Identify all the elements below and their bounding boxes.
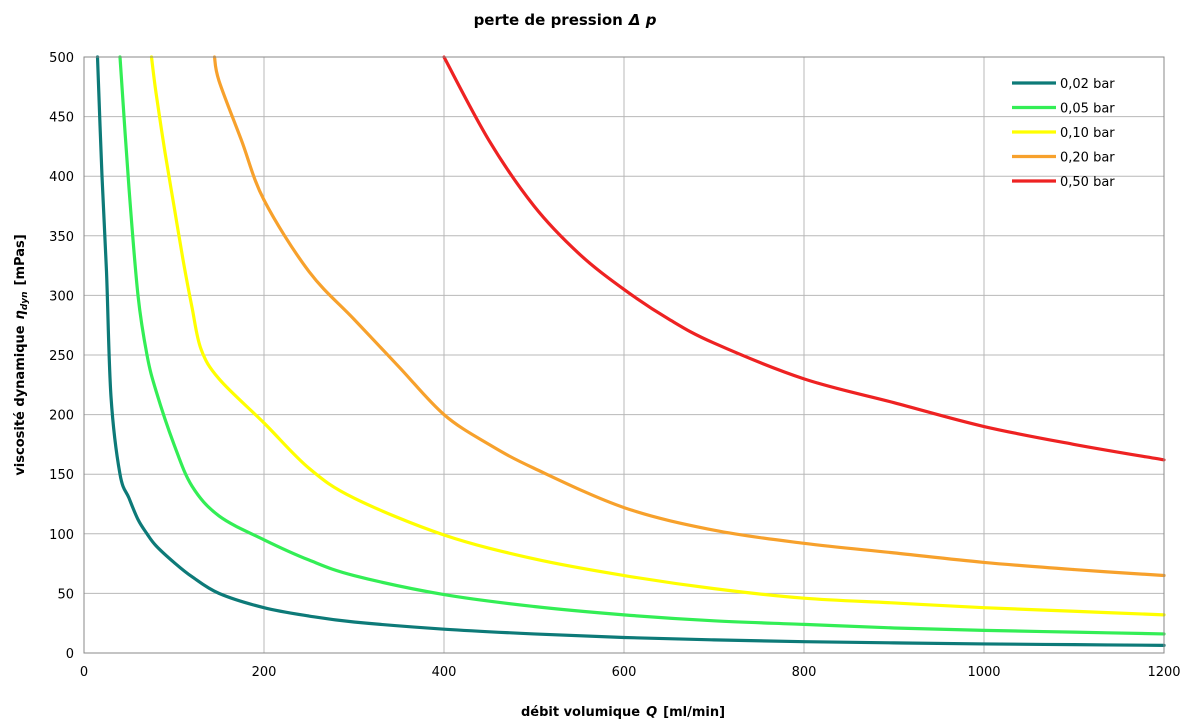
- x-axis-label-text: débit volumique: [521, 705, 640, 720]
- y-tick-label: 400: [49, 170, 74, 185]
- x-tick-label: 200: [252, 665, 277, 680]
- y-axis-label-text: viscosité dynamique: [13, 325, 28, 475]
- legend-label: 0,02 bar: [1060, 77, 1115, 92]
- y-tick-label: 450: [49, 111, 74, 126]
- series-line: [95, 55, 1166, 647]
- series-line: [149, 55, 1166, 617]
- x-axis-ticks: 0 200 400 600 800 1000 1200: [80, 665, 1181, 680]
- y-tick-label: 100: [49, 528, 74, 543]
- x-tick-label: 600: [612, 665, 637, 680]
- x-tick-label: 800: [792, 665, 817, 680]
- plot-area-border: [83, 56, 1165, 654]
- y-axis-label-symbol: η: [13, 310, 28, 319]
- x-tick-label: 400: [432, 665, 457, 680]
- y-tick-label: 0: [66, 647, 74, 662]
- y-tick-label: 200: [49, 409, 74, 424]
- y-axis-ticks: 0 50 100 150 200 250 300 350 400 450 500: [49, 51, 74, 662]
- y-tick-label: 250: [49, 349, 74, 364]
- series-line: [442, 55, 1166, 462]
- y-axis-label-unit: [mPas]: [13, 234, 28, 285]
- series-line: [118, 55, 1166, 636]
- y-tick-label: 50: [57, 587, 74, 602]
- y-tick-label: 350: [49, 230, 74, 245]
- y-tick-label: 150: [49, 468, 74, 483]
- y-tick-label: 300: [49, 289, 74, 304]
- y-axis-label-subscript: dyn: [20, 291, 30, 310]
- y-axis-label: viscosité dynamique ηdyn [mPas]: [13, 234, 30, 475]
- x-tick-label: 0: [80, 665, 88, 680]
- x-tick-label: 1200: [1147, 665, 1180, 680]
- chart-title: perte de pression Δ p: [474, 11, 657, 29]
- series-layer: [95, 55, 1166, 647]
- series-line: [212, 55, 1166, 578]
- x-tick-label: 1000: [967, 665, 1000, 680]
- legend-label: 0,50 bar: [1060, 175, 1115, 190]
- legend-label: 0,10 bar: [1060, 126, 1115, 141]
- legend-label: 0,20 bar: [1060, 151, 1115, 166]
- legend: 0,02 bar 0,05 bar 0,10 bar 0,20 bar 0,50 bar: [1012, 77, 1115, 190]
- x-axis-label: débit volumique Q [ml/min]: [521, 705, 725, 720]
- x-axis-label-symbol: Q: [646, 705, 657, 720]
- y-tick-label: 500: [49, 51, 74, 66]
- chart-title-main: perte de pression: [474, 11, 623, 29]
- chart-title-symbol: Δ p: [628, 11, 657, 29]
- x-axis-label-unit: [ml/min]: [663, 705, 725, 720]
- legend-label: 0,05 bar: [1060, 102, 1115, 117]
